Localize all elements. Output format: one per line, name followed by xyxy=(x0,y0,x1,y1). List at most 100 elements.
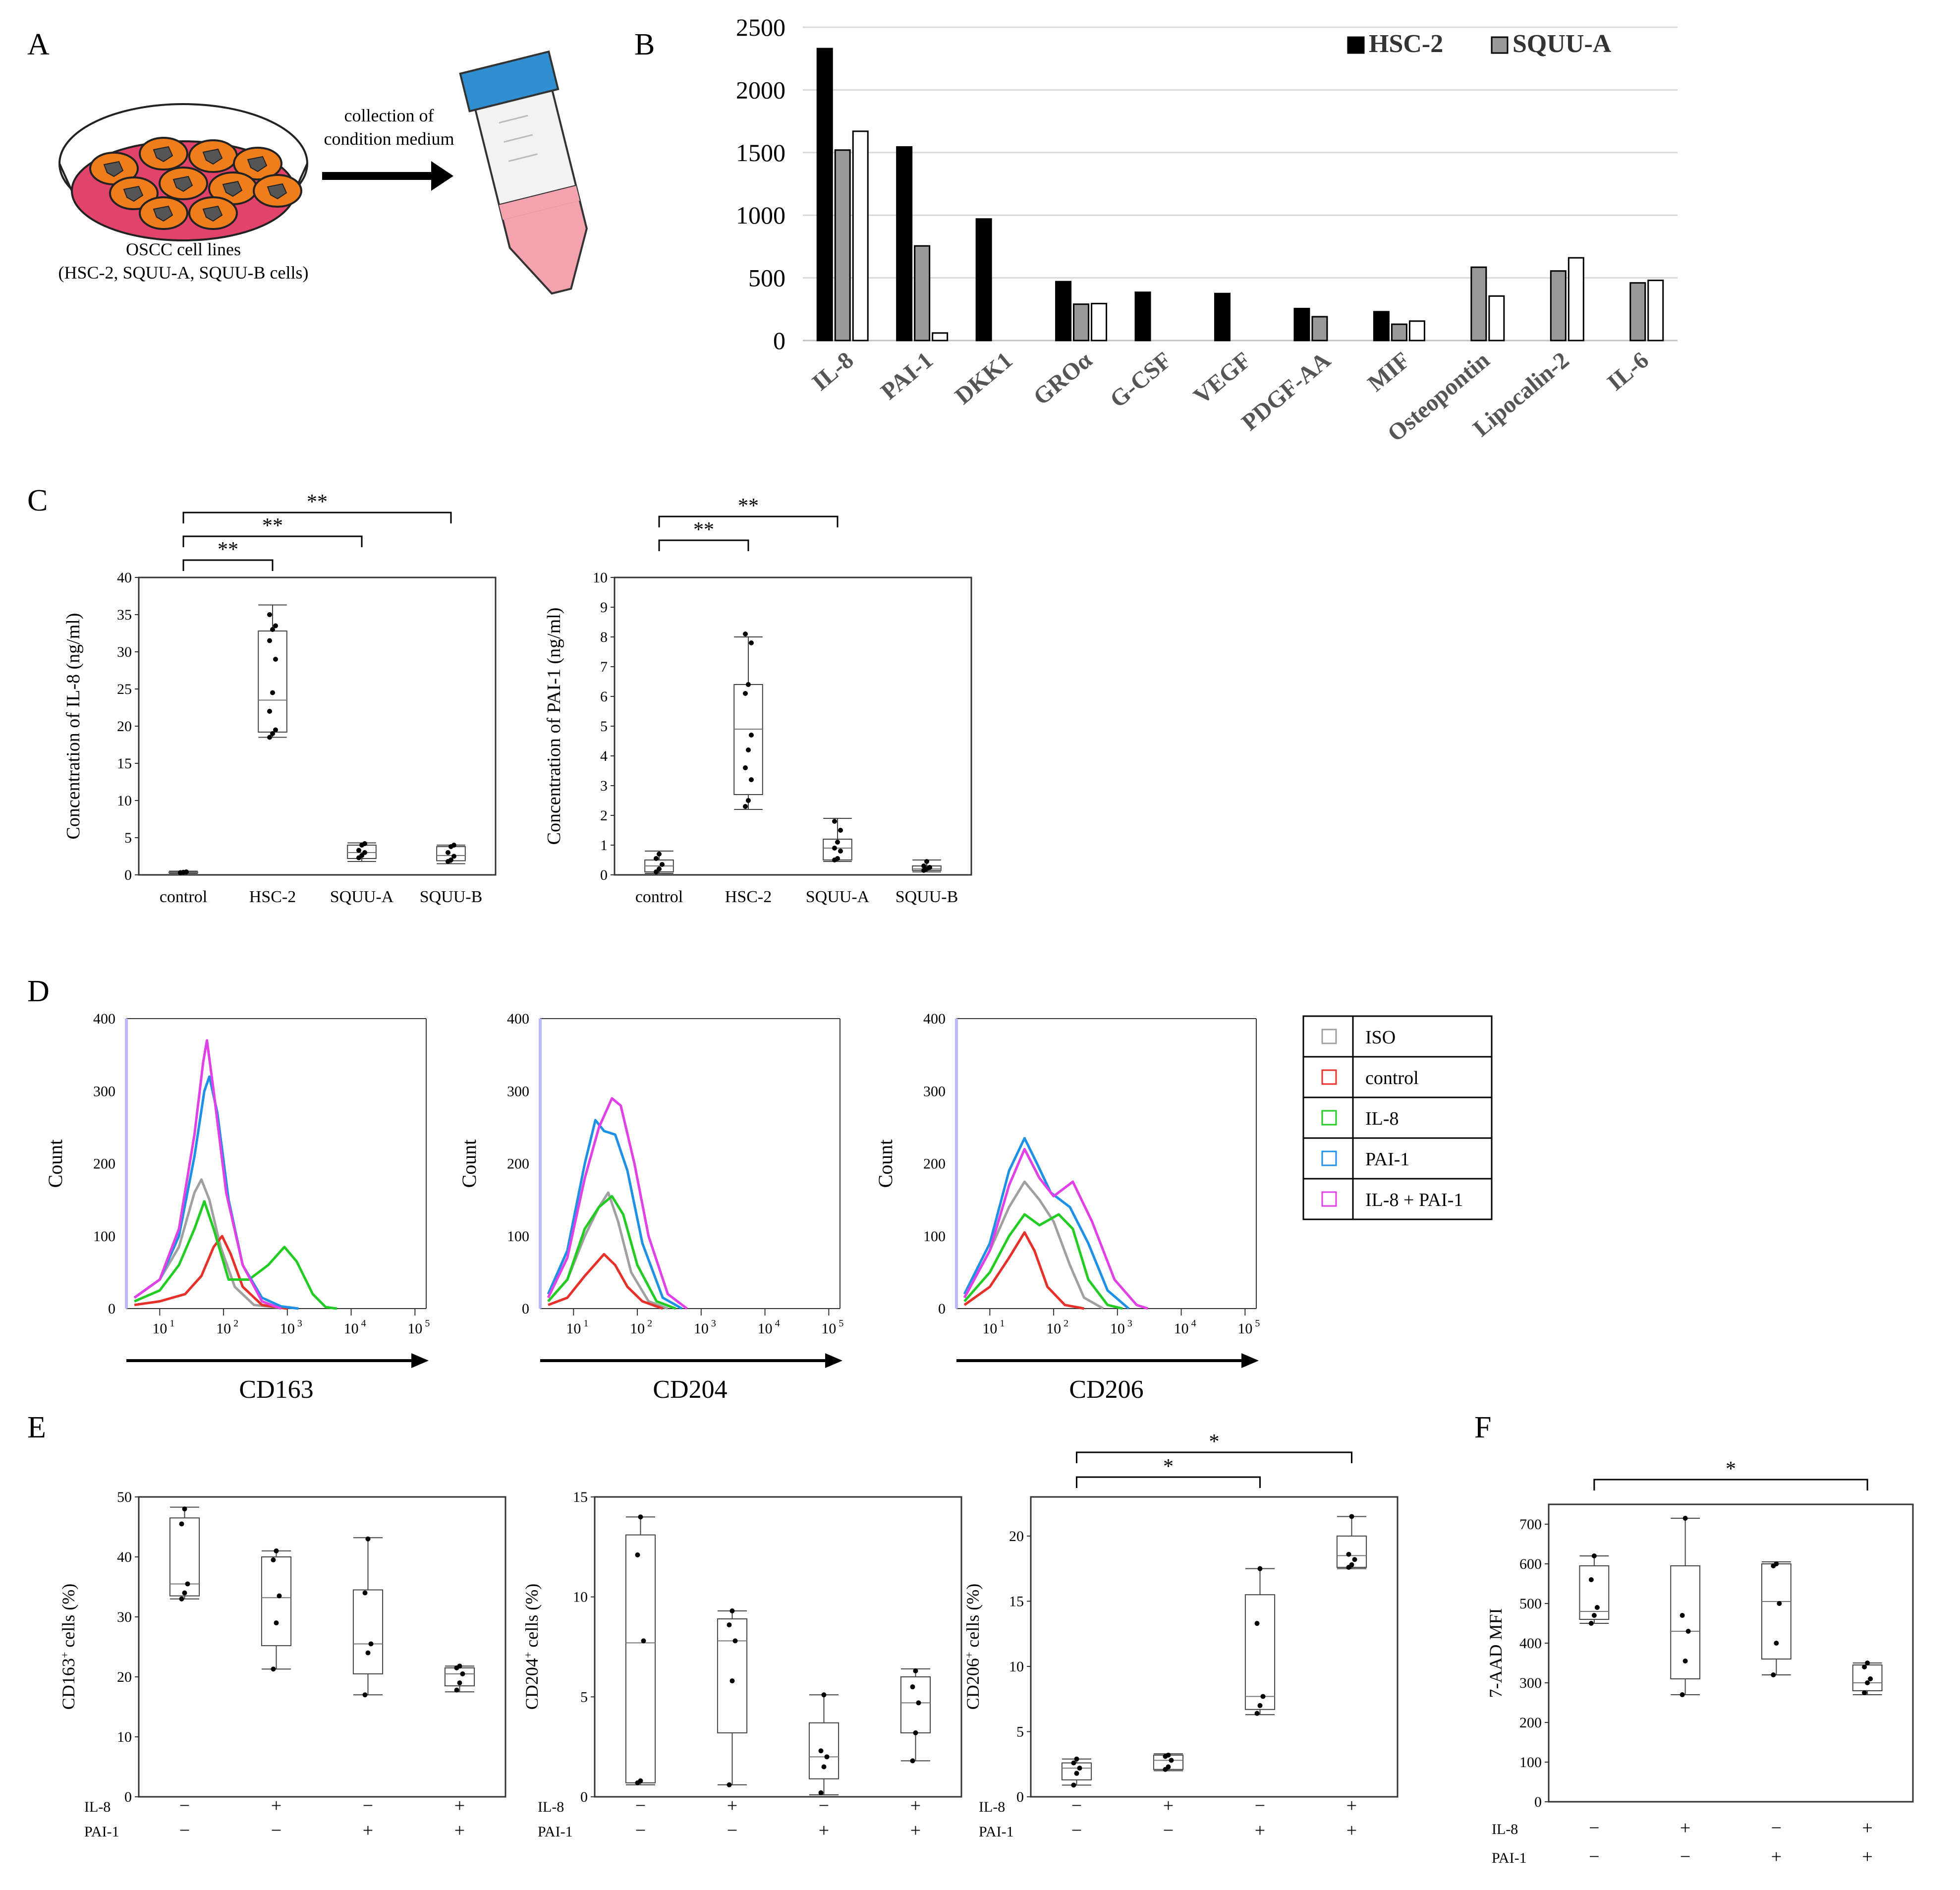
data-point xyxy=(451,843,456,848)
data-point xyxy=(746,798,751,803)
bar-series-3 xyxy=(1408,320,1425,342)
data-point xyxy=(274,1620,279,1626)
data-point xyxy=(835,840,840,845)
x-tick-label: 10 xyxy=(1046,1320,1061,1337)
y-tick-label: 200 xyxy=(507,1156,529,1172)
x-tick-label: 10 xyxy=(152,1320,167,1337)
data-point xyxy=(743,691,748,696)
panel-letter-b: B xyxy=(634,28,655,61)
data-point xyxy=(1591,1553,1597,1558)
y-axis-label: 7-AAD MFI xyxy=(1486,1608,1506,1698)
arrow-icon xyxy=(322,161,453,191)
histogram-IL-8-PAI-1 xyxy=(133,1039,282,1310)
data-point xyxy=(277,1593,282,1599)
y-axis-label: CD206+ cells (%) xyxy=(963,1584,983,1710)
x-tick-label: PAI-1 xyxy=(876,347,938,405)
y-tick-label: 15 xyxy=(117,755,132,772)
data-point xyxy=(1865,1661,1870,1665)
data-point xyxy=(448,858,453,862)
data-point xyxy=(1680,1613,1685,1618)
pai1-sign: + xyxy=(1346,1820,1357,1841)
cell-nucleus xyxy=(202,205,223,222)
pai1-sign: + xyxy=(1255,1820,1265,1841)
x-tick-exponent: 2 xyxy=(647,1318,652,1329)
histogram-IL-8-PAI-1 xyxy=(547,1097,688,1310)
y-tick-label: 15 xyxy=(1009,1593,1024,1609)
data-point xyxy=(1169,1758,1174,1763)
data-point xyxy=(838,828,843,833)
data-point xyxy=(921,863,926,868)
data-point xyxy=(178,870,183,875)
x-tick-label: 10 xyxy=(344,1320,359,1337)
panel-letter-a: A xyxy=(27,28,50,61)
panel-letter-f: F xyxy=(1474,1411,1491,1444)
x-tick-label: DKK1 xyxy=(950,347,1017,409)
y-axis-label: Count xyxy=(458,1140,480,1188)
bar-SQUU-A xyxy=(834,149,851,342)
y-axis-label-part: + xyxy=(58,1652,71,1658)
data-point xyxy=(179,1596,184,1602)
bar-series-3 xyxy=(852,130,869,342)
y-tick-label: 0 xyxy=(773,327,785,354)
legend-swatch xyxy=(1321,1110,1337,1126)
significance-label: ** xyxy=(262,515,283,537)
x-tick-exponent: 4 xyxy=(361,1318,366,1329)
x-tick-label: PDGF-AA xyxy=(1237,347,1336,436)
y-tick-label: 0 xyxy=(938,1301,946,1317)
box xyxy=(1852,1664,1883,1691)
bar-series-3 xyxy=(1647,280,1664,342)
bar-HSC-2 xyxy=(1214,292,1231,342)
data-point xyxy=(1260,1694,1266,1699)
histogram-control xyxy=(963,1231,1084,1310)
cell-icon xyxy=(253,174,302,208)
pai1-sign: + xyxy=(1771,1846,1782,1867)
y-tick-label: 4 xyxy=(600,748,608,764)
bar-HSC-2 xyxy=(1293,308,1310,342)
pai1-sign: − xyxy=(179,1820,190,1841)
x-tick-exponent: 1 xyxy=(583,1318,588,1329)
data-point xyxy=(1594,1605,1600,1610)
data-point xyxy=(910,1758,915,1764)
data-point xyxy=(743,804,748,809)
data-point xyxy=(271,1666,276,1672)
il8-sign: + xyxy=(271,1795,281,1816)
legend-swatch xyxy=(1321,1069,1337,1085)
cell-nucleus xyxy=(202,148,223,165)
axis-arrowhead xyxy=(411,1353,429,1368)
data-point xyxy=(1591,1613,1597,1618)
legend-cell xyxy=(1302,1015,1493,1058)
significance-label: ** xyxy=(307,491,328,514)
y-tick-label: 300 xyxy=(923,1083,946,1099)
data-point xyxy=(913,1668,918,1673)
data-point xyxy=(1074,1771,1079,1776)
y-tick-label: 300 xyxy=(93,1083,115,1099)
data-point xyxy=(746,747,751,752)
x-tick-exponent: 3 xyxy=(1127,1318,1132,1329)
x-tick-label: 10 xyxy=(821,1320,836,1337)
data-point xyxy=(270,690,275,695)
legend-swatch xyxy=(1321,1150,1337,1166)
legend-label: PAI-1 xyxy=(1365,1149,1409,1170)
y-tick-label: 0 xyxy=(522,1301,529,1317)
bar-SQUU-A xyxy=(1311,316,1328,342)
y-tick-label: 9 xyxy=(600,599,608,616)
y-tick-label: 700 xyxy=(1519,1516,1542,1533)
y-tick-label: 0 xyxy=(1016,1789,1024,1805)
x-axis-label: CD206 xyxy=(1069,1375,1143,1404)
y-tick-label: 3 xyxy=(600,778,608,794)
data-point xyxy=(267,735,272,740)
y-tick-label: 15 xyxy=(573,1489,588,1505)
x-tick-label: MIF xyxy=(1363,347,1415,397)
y-axis-label: CD204+ cells (%) xyxy=(522,1584,542,1710)
data-point xyxy=(273,623,278,629)
significance-bracket xyxy=(1076,1451,1352,1463)
significance-bracket xyxy=(182,535,363,547)
il8-sign: + xyxy=(1680,1818,1690,1838)
x-tick-label: IL-8 xyxy=(807,347,859,396)
x-tick-exponent: 2 xyxy=(233,1318,238,1329)
x-axis-label: CD163 xyxy=(239,1375,313,1404)
bar-SQUU-A xyxy=(1391,323,1407,342)
box xyxy=(352,1589,384,1674)
data-point xyxy=(732,1638,738,1644)
significance-label: * xyxy=(1163,1455,1174,1478)
